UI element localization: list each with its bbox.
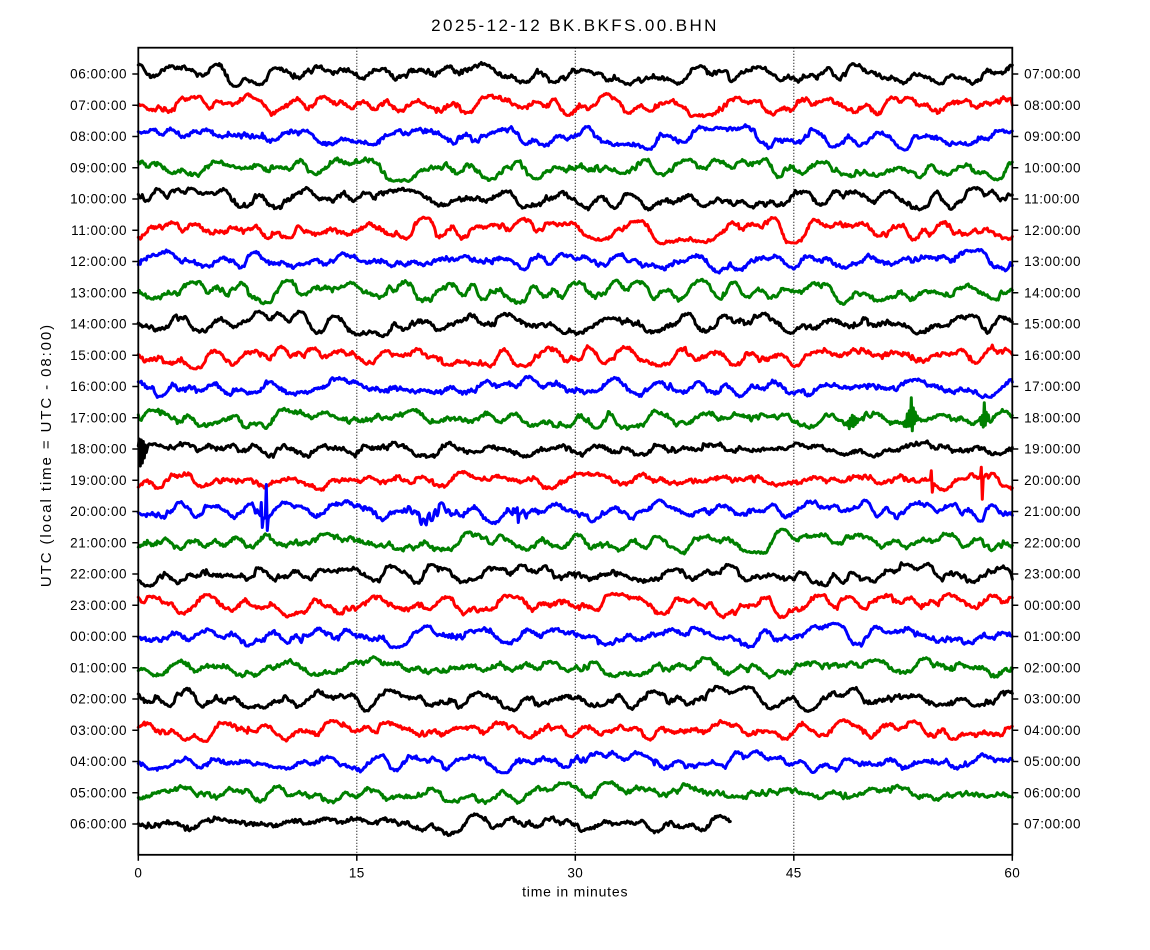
svg-text:14:00:00: 14:00:00	[1024, 285, 1081, 300]
svg-text:00:00:00: 00:00:00	[70, 629, 127, 644]
svg-text:00:00:00: 00:00:00	[1024, 598, 1081, 613]
svg-text:17:00:00: 17:00:00	[1024, 379, 1081, 394]
svg-text:07:00:00: 07:00:00	[70, 98, 127, 113]
svg-text:UTC (local time = UTC - 08:00): UTC (local time = UTC - 08:00)	[38, 323, 55, 587]
svg-text:16:00:00: 16:00:00	[70, 379, 127, 394]
svg-text:14:00:00: 14:00:00	[70, 317, 127, 332]
svg-text:60: 60	[1004, 865, 1020, 880]
svg-text:06:00:00: 06:00:00	[70, 67, 127, 82]
svg-text:21:00:00: 21:00:00	[1024, 504, 1081, 519]
svg-text:05:00:00: 05:00:00	[1024, 754, 1081, 769]
svg-text:06:00:00: 06:00:00	[70, 817, 127, 832]
svg-text:03:00:00: 03:00:00	[70, 723, 127, 738]
svg-text:04:00:00: 04:00:00	[70, 754, 127, 769]
svg-text:23:00:00: 23:00:00	[70, 598, 127, 613]
svg-text:08:00:00: 08:00:00	[70, 129, 127, 144]
svg-text:07:00:00: 07:00:00	[1024, 817, 1081, 832]
svg-text:09:00:00: 09:00:00	[70, 160, 127, 175]
svg-text:30: 30	[567, 865, 583, 880]
svg-text:01:00:00: 01:00:00	[70, 660, 127, 675]
svg-text:22:00:00: 22:00:00	[1024, 535, 1081, 550]
svg-text:16:00:00: 16:00:00	[1024, 348, 1081, 363]
svg-text:17:00:00: 17:00:00	[70, 410, 127, 425]
svg-text:02:00:00: 02:00:00	[70, 692, 127, 707]
svg-text:2025-12-12 BK.BKFS.00.BHN: 2025-12-12 BK.BKFS.00.BHN	[431, 16, 719, 35]
svg-text:19:00:00: 19:00:00	[1024, 442, 1081, 457]
svg-text:10:00:00: 10:00:00	[1024, 160, 1081, 175]
svg-text:15: 15	[349, 865, 365, 880]
svg-text:21:00:00: 21:00:00	[70, 535, 127, 550]
svg-text:03:00:00: 03:00:00	[1024, 692, 1081, 707]
svg-text:10:00:00: 10:00:00	[70, 192, 127, 207]
svg-text:time in minutes: time in minutes	[522, 884, 628, 900]
svg-text:12:00:00: 12:00:00	[70, 254, 127, 269]
svg-text:06:00:00: 06:00:00	[1024, 785, 1081, 800]
svg-text:08:00:00: 08:00:00	[1024, 98, 1081, 113]
svg-text:23:00:00: 23:00:00	[1024, 567, 1081, 582]
svg-text:15:00:00: 15:00:00	[70, 348, 127, 363]
svg-text:15:00:00: 15:00:00	[1024, 317, 1081, 332]
svg-text:20:00:00: 20:00:00	[1024, 473, 1081, 488]
svg-text:04:00:00: 04:00:00	[1024, 723, 1081, 738]
svg-text:09:00:00: 09:00:00	[1024, 129, 1081, 144]
svg-text:18:00:00: 18:00:00	[70, 442, 127, 457]
svg-text:0: 0	[134, 865, 142, 880]
svg-text:01:00:00: 01:00:00	[1024, 629, 1081, 644]
svg-text:22:00:00: 22:00:00	[70, 567, 127, 582]
svg-text:12:00:00: 12:00:00	[1024, 223, 1081, 238]
svg-text:05:00:00: 05:00:00	[70, 785, 127, 800]
svg-text:13:00:00: 13:00:00	[70, 285, 127, 300]
svg-text:20:00:00: 20:00:00	[70, 504, 127, 519]
svg-text:18:00:00: 18:00:00	[1024, 410, 1081, 425]
svg-text:07:00:00: 07:00:00	[1024, 67, 1081, 82]
svg-text:02:00:00: 02:00:00	[1024, 660, 1081, 675]
svg-text:11:00:00: 11:00:00	[71, 223, 127, 238]
svg-text:45: 45	[786, 865, 802, 880]
svg-text:19:00:00: 19:00:00	[70, 473, 127, 488]
svg-text:13:00:00: 13:00:00	[1024, 254, 1081, 269]
svg-text:11:00:00: 11:00:00	[1024, 192, 1080, 207]
